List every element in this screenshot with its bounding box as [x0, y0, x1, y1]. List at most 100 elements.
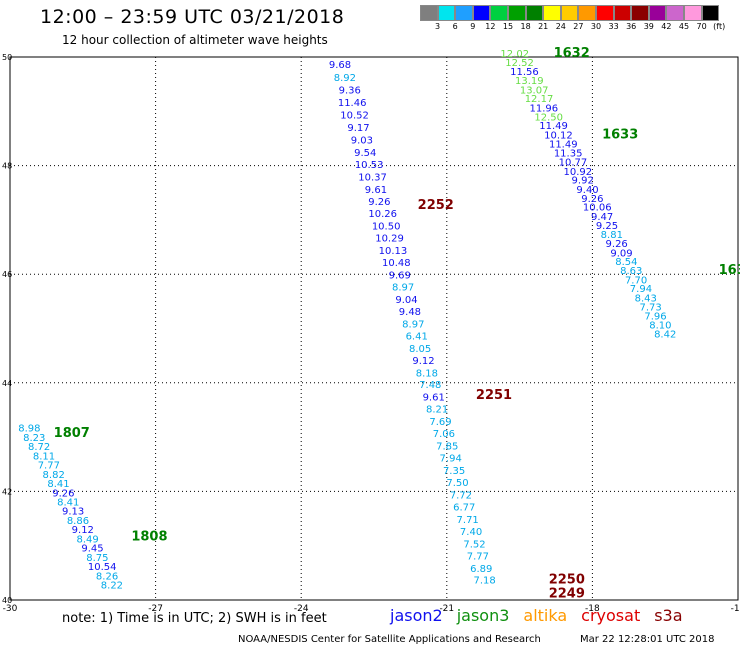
- color-swatch: [525, 5, 544, 21]
- y-tick-label: 40: [2, 596, 12, 605]
- wave-height-value: 9.09: [610, 248, 632, 259]
- wave-height-value: 8.72: [28, 442, 50, 453]
- y-tick-label: 48: [2, 162, 12, 171]
- x-tick-label: -18: [585, 604, 600, 614]
- wave-height-value: 9.45: [81, 544, 103, 555]
- wave-height-value: 10.54: [88, 562, 117, 573]
- wave-height-value: 7.94: [440, 454, 462, 465]
- wave-height-value: 8.41: [47, 479, 69, 490]
- wave-height-value: 9.54: [354, 148, 376, 159]
- wave-height-value: 8.97: [392, 282, 414, 293]
- pass-time-label: 2250: [549, 573, 585, 588]
- wave-height-value: 9.17: [347, 123, 369, 134]
- wave-height-value: 8.98: [18, 424, 40, 435]
- wave-height-value: 10.92: [564, 167, 593, 178]
- satellite-legend: jason2 jason3 altika cryosat s3a: [390, 606, 697, 625]
- color-scale-label: 27: [573, 22, 584, 31]
- color-swatch: [683, 5, 702, 21]
- wave-height-value: 9.03: [351, 135, 373, 146]
- generation-timestamp: Mar 22 12:28:01 UTC 2018: [580, 634, 715, 645]
- wave-height-value: 10.06: [583, 203, 612, 214]
- wave-height-value: 7.72: [450, 490, 472, 501]
- color-scale-label: 18: [520, 22, 531, 31]
- chart-subtitle: 12 hour collection of altimeter wave hei…: [62, 33, 328, 47]
- pass-time-label: 2249: [549, 586, 585, 601]
- pass-time-label: 1807: [54, 426, 90, 441]
- wave-height-value: 7.18: [474, 576, 496, 587]
- wave-height-value: 8.82: [43, 470, 65, 481]
- wave-height-value: 10.77: [559, 158, 588, 169]
- pass-time-label: 1634: [719, 263, 740, 278]
- color-scale-label: 45: [678, 22, 690, 31]
- wave-height-value: 9.47: [591, 212, 613, 223]
- wave-height-value: 8.54: [615, 257, 637, 268]
- color-scale-label: 12: [485, 22, 496, 31]
- wave-height-value: 8.22: [101, 581, 123, 592]
- color-scale-label: 39: [643, 22, 654, 31]
- footnote: note: 1) Time is in UTC; 2) SWH is in fe…: [62, 611, 327, 626]
- wave-height-value: 7.77: [467, 551, 489, 562]
- wave-height-value: 7.94: [630, 284, 652, 295]
- wave-height-value: 8.18: [416, 368, 438, 379]
- color-swatch: [613, 5, 632, 21]
- color-scale-label: 6: [452, 22, 458, 31]
- wave-height-value: 7.70: [625, 275, 647, 286]
- wave-height-value: 9.25: [596, 221, 618, 232]
- pass-time-label: 2251: [476, 388, 512, 403]
- x-tick-label: -27: [148, 604, 163, 614]
- chart-title: 12:00 – 23:59 UTC 03/21/2018: [40, 6, 345, 28]
- wave-height-value: 7.40: [460, 527, 482, 538]
- pass-time-label: 1633: [602, 127, 638, 142]
- wave-height-value: 9.26: [52, 488, 74, 499]
- y-tick-label: 42: [2, 487, 12, 496]
- color-swatch: [578, 5, 596, 21]
- wave-height-value: 10.37: [358, 172, 387, 183]
- wave-height-value: 11.46: [338, 98, 367, 109]
- y-tick-label: 44: [2, 379, 12, 388]
- color-swatch: [560, 5, 579, 21]
- wave-height-value: 9.12: [412, 356, 434, 367]
- wave-height-value: 12.02: [500, 49, 529, 60]
- wave-height-value: 9.36: [339, 85, 361, 96]
- color-swatch: [455, 5, 473, 21]
- wave-height-value: 12.17: [525, 94, 554, 105]
- color-scale-label: 30: [590, 22, 602, 31]
- color-swatch: [595, 5, 614, 21]
- wave-height-value: 9.61: [365, 185, 387, 196]
- wave-height-value: 10.12: [544, 130, 573, 141]
- wave-height-value: 8.63: [620, 266, 642, 277]
- wave-height-value: 9.69: [389, 271, 411, 282]
- color-scale-label: 42: [661, 22, 672, 31]
- color-scale-label: 70: [696, 22, 707, 31]
- color-scale-label: 36: [626, 22, 637, 31]
- color-swatch: [507, 5, 526, 21]
- color-scale-label: 15: [502, 22, 514, 31]
- wave-height-value: 8.21: [426, 405, 448, 416]
- x-tick-label: -15: [731, 604, 740, 614]
- wave-height-value: 10.50: [372, 222, 401, 233]
- wave-height-value: 10.13: [379, 246, 408, 257]
- wave-height-value: 9.26: [368, 197, 390, 208]
- wave-height-value: 8.97: [402, 319, 424, 330]
- color-scale-legend: [420, 5, 720, 21]
- wave-height-value: 11.35: [554, 148, 583, 159]
- color-swatch: [420, 5, 438, 21]
- wave-height-value: 8.11: [33, 451, 55, 462]
- wave-height-value: 6.77: [453, 502, 475, 513]
- satellite-legend-item: jason2: [390, 606, 443, 625]
- x-tick-label: -21: [439, 604, 454, 614]
- wave-height-value: 7.71: [457, 515, 479, 526]
- wave-height-value: 9.61: [423, 393, 445, 404]
- color-scale-label: 21: [538, 22, 549, 31]
- color-swatch: [666, 5, 684, 21]
- color-scale-label: (ft): [713, 22, 726, 31]
- wave-height-value: 8.42: [654, 330, 676, 341]
- wave-height-value: 6.41: [406, 331, 428, 342]
- wave-height-value: 10.29: [375, 234, 404, 245]
- wave-height-value: 8.05: [409, 344, 431, 355]
- wave-height-value: 10.52: [340, 110, 369, 121]
- wave-height-value: 10.48: [382, 258, 411, 269]
- wave-height-value: 13.19: [515, 76, 544, 87]
- wave-height-value: 7.69: [429, 417, 451, 428]
- wave-height-value: 7.52: [463, 539, 485, 550]
